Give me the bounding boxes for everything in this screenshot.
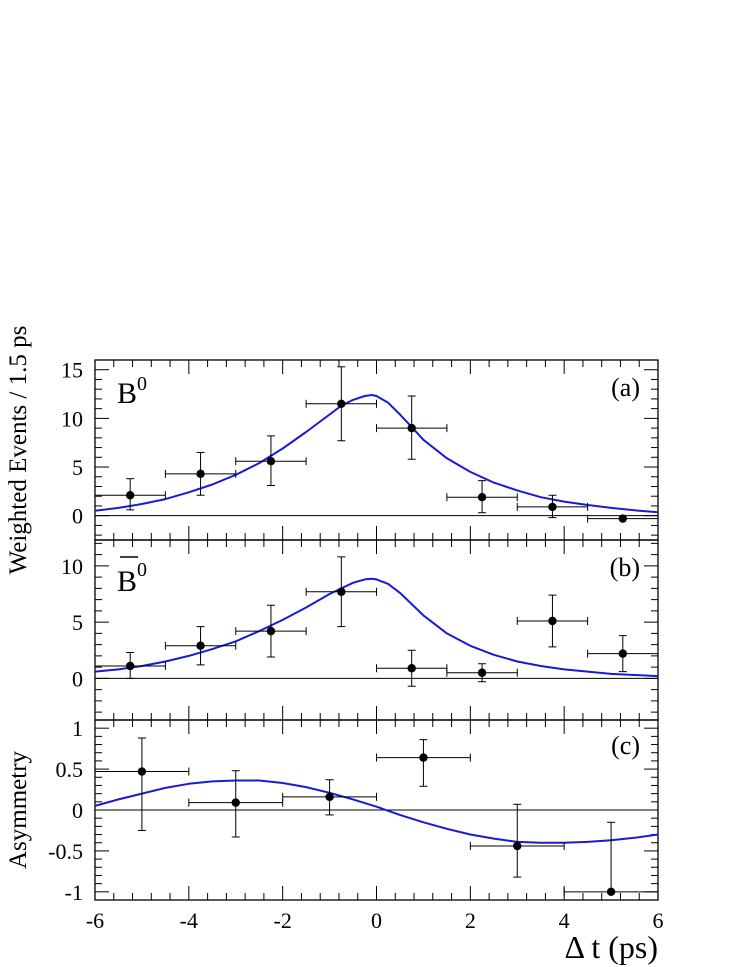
data-point <box>305 556 377 628</box>
data-marker <box>548 502 557 512</box>
data-marker <box>477 492 487 502</box>
data-marker <box>231 798 240 807</box>
data-marker <box>137 767 147 776</box>
data-marker <box>407 423 416 433</box>
data-point <box>94 478 166 511</box>
data-point <box>376 739 471 787</box>
panel-a-label: (a) <box>611 373 640 402</box>
panel-a-xticks <box>94 360 659 540</box>
panel-a-yticks: 0 5 10 15 <box>61 358 658 536</box>
panel-a-curve <box>94 394 659 514</box>
panel-b-frame <box>94 539 659 721</box>
data-point <box>94 652 166 679</box>
y-tick-label: 0 <box>72 666 83 691</box>
data-point <box>305 366 377 442</box>
data-point <box>164 451 237 496</box>
x-tick-label: 0 <box>371 908 382 933</box>
data-marker <box>196 641 205 650</box>
y-tick-label: 15 <box>61 358 83 383</box>
panel-b-yticks: 0 5 10 <box>61 542 658 713</box>
data-marker <box>477 668 487 677</box>
y-axis-title-events: Weighted Events / 1.5 ps <box>5 326 32 575</box>
data-marker <box>125 491 135 500</box>
y-tick-label: -0.5 <box>48 839 83 864</box>
data-marker <box>606 887 616 897</box>
panel-c-label: (c) <box>611 731 640 760</box>
data-point <box>469 803 565 878</box>
data-point <box>446 663 518 683</box>
data-point <box>94 737 190 831</box>
data-point <box>446 480 518 514</box>
fit-curve <box>94 779 659 844</box>
data-marker <box>548 616 557 626</box>
fit-curve <box>94 577 659 678</box>
y-tick-label: 0 <box>72 798 83 823</box>
panel-a-particle-sup: 0 <box>137 373 147 395</box>
panel-a-particle-letter: B <box>117 377 137 410</box>
panel-b-points <box>94 556 659 687</box>
y-tick-label: 5 <box>72 455 83 480</box>
panel-a-particle-label: B0 <box>117 373 147 410</box>
x-tick-labels: -6 -4 -2 0 2 4 6 <box>86 908 664 933</box>
panel-b-particle-sup: 0 <box>137 559 147 581</box>
x-tick-label: -4 <box>180 908 198 933</box>
data-point <box>376 649 448 687</box>
panel-c: -1 -0.5 0 0.5 1 (c) <box>48 716 659 905</box>
data-marker <box>513 841 522 851</box>
x-tick-label: -2 <box>274 908 292 933</box>
panel-b-particle-label: B0 <box>117 559 147 598</box>
panel-c-curve <box>94 779 659 844</box>
panel-b-label: (b) <box>610 553 640 582</box>
y-tick-label: 1 <box>72 716 83 741</box>
panel-b-xticks <box>94 540 659 720</box>
data-point <box>587 514 659 523</box>
x-tick-label: 6 <box>653 908 664 933</box>
data-marker <box>325 792 334 802</box>
data-marker <box>618 649 628 658</box>
panel-b-particle-letter: B <box>117 565 137 598</box>
y-tick-label: 0.5 <box>56 757 84 782</box>
data-point <box>282 779 377 816</box>
x-tick-label: 4 <box>559 908 570 933</box>
data-marker <box>337 587 346 596</box>
x-tick-label: 2 <box>465 908 476 933</box>
data-point <box>235 604 307 658</box>
data-point <box>563 821 659 897</box>
panel-a-frame <box>94 359 659 541</box>
x-tick-label: -6 <box>86 908 104 933</box>
y-axis-title-asymmetry: Asymmetry <box>5 750 32 869</box>
data-point <box>235 435 307 487</box>
data-point <box>376 395 448 460</box>
data-marker <box>266 626 276 636</box>
panel-c-yticks: -1 -0.5 0 0.5 1 <box>48 716 658 905</box>
data-point <box>587 635 659 673</box>
data-marker <box>419 753 428 762</box>
data-marker <box>196 469 205 479</box>
data-marker <box>618 514 628 523</box>
fit-curve <box>94 394 659 514</box>
panel-c-points <box>94 737 659 897</box>
data-point <box>164 626 237 666</box>
data-marker <box>266 456 276 466</box>
y-tick-label: 10 <box>61 406 83 431</box>
panel-a-points <box>94 366 659 523</box>
y-tick-label: 5 <box>72 610 83 635</box>
data-point <box>516 594 589 648</box>
x-axis-title: Δ t (ps) <box>565 929 658 965</box>
data-marker <box>337 399 346 408</box>
y-tick-label: -1 <box>65 880 83 905</box>
panel-b-curve <box>94 577 659 678</box>
y-tick-label: 0 <box>72 504 83 529</box>
data-point <box>188 770 284 838</box>
data-point <box>516 494 589 519</box>
data-marker <box>407 664 416 673</box>
data-marker <box>125 661 135 671</box>
y-tick-label: 10 <box>61 554 83 579</box>
